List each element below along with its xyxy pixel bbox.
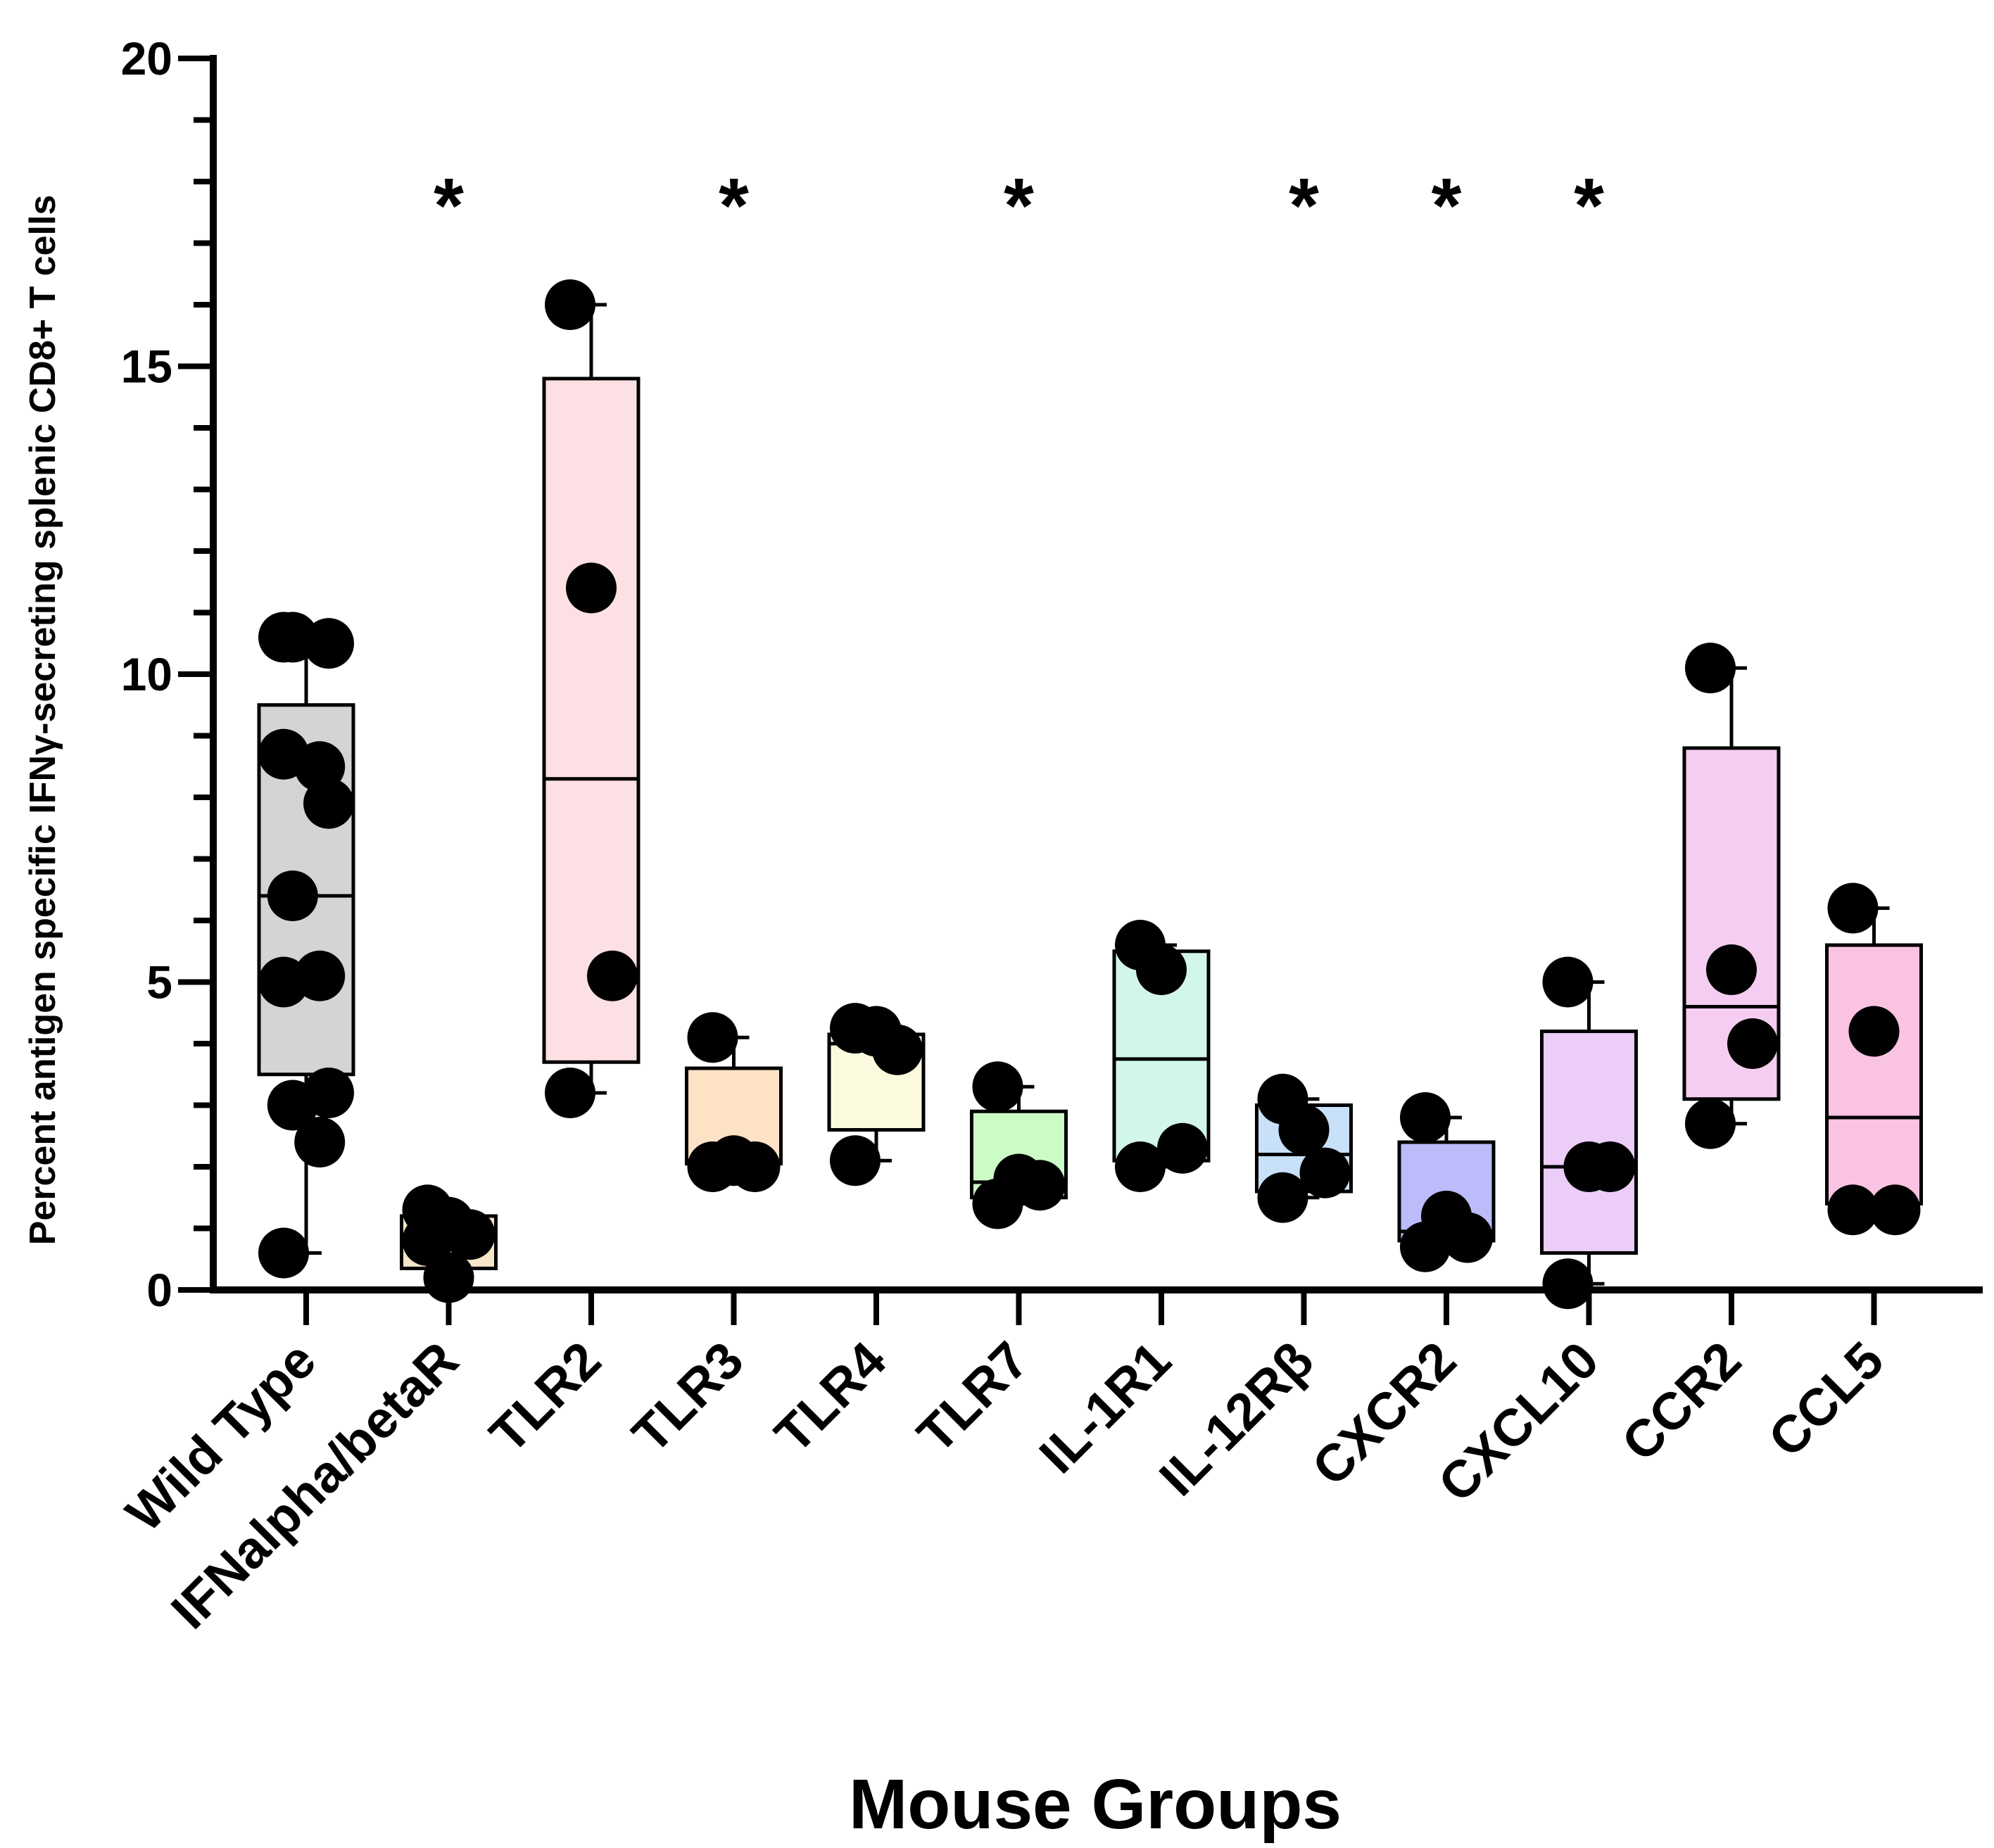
data-point-ccl5: [1869, 1184, 1921, 1236]
category-label-tlr4: TLR4: [764, 1331, 897, 1464]
data-point-tlr3: [687, 1141, 738, 1192]
data-point-wild-type: [258, 728, 309, 780]
data-point-ccr2: [1685, 1098, 1736, 1149]
data-point-wild-type: [267, 871, 318, 921]
significance-star-cxcr2: *: [1432, 163, 1462, 249]
data-point-wild-type: [267, 612, 318, 663]
data-point-il-1r1: [1136, 944, 1187, 995]
data-point-tlr7: [972, 1178, 1023, 1229]
box-tlr2: [542, 376, 641, 1064]
significance-star-cxcl10: *: [1574, 163, 1604, 249]
significance-star-ifnalpha-betar: *: [434, 163, 464, 249]
data-point-ccl5: [1827, 882, 1879, 934]
data-point-il-1r1: [1157, 1122, 1208, 1174]
y-tick-label: 5: [146, 956, 172, 1008]
data-point-tlr4: [830, 1135, 881, 1186]
data-point-ccl5: [1827, 1184, 1879, 1236]
x-axis-title: Mouse Groups: [849, 1765, 1342, 1844]
data-point-tlr3: [687, 1012, 738, 1063]
data-point-tlr2: [545, 279, 595, 330]
category-label-ccl5: CCL5: [1757, 1331, 1894, 1468]
data-point-cxcr2: [1400, 1221, 1451, 1272]
data-point-cxcl10: [1542, 956, 1594, 1008]
data-point-ifnalpha-betar: [444, 1209, 496, 1260]
data-point-tlr2: [566, 562, 617, 614]
significance-star-tlr7: *: [1004, 163, 1034, 249]
data-point-tlr3: [729, 1141, 781, 1192]
significance-star-tlr3: *: [719, 163, 749, 249]
data-point-tlr7: [972, 1061, 1023, 1113]
data-point-ccr2: [1727, 1018, 1778, 1069]
data-point-cxcr2: [1400, 1092, 1451, 1143]
category-label-ccr2: CCR2: [1610, 1331, 1752, 1472]
box-ccl5: [1825, 943, 1923, 1205]
data-point-cxcl10: [1542, 1258, 1594, 1310]
significance-star-il-12r: *: [1289, 163, 1319, 249]
category-label-tlr2: TLR2: [479, 1331, 612, 1464]
category-label-cxcl10: CXCL10: [1427, 1331, 1609, 1513]
data-point-ifnalpha-betar: [402, 1215, 453, 1266]
data-point-ccl5: [1848, 1006, 1900, 1057]
data-point-wild-type: [267, 1080, 318, 1131]
y-axis-title: Percent antigen specific IFNγ-secreting …: [23, 195, 63, 1246]
category-label-il-12r: IL-12Rβ: [1148, 1331, 1325, 1507]
data-point-tlr7: [1014, 1160, 1066, 1211]
category-label-tlr7: TLR7: [906, 1331, 1040, 1464]
data-point-tlr2: [545, 1068, 595, 1118]
data-point-il-12r: [1257, 1172, 1308, 1223]
data-point-cxcr2: [1442, 1212, 1493, 1263]
data-point-wild-type: [258, 956, 309, 1008]
category-label-tlr3: TLR3: [621, 1331, 755, 1464]
y-tick-label: 10: [121, 648, 172, 700]
y-tick-label: 15: [121, 341, 172, 393]
data-point-ccr2: [1706, 944, 1757, 995]
data-point-cxcl10: [1584, 1141, 1636, 1192]
data-point-ccr2: [1685, 643, 1736, 694]
data-point-ifnalpha-betar: [423, 1252, 474, 1303]
data-point-wild-type: [258, 1227, 309, 1279]
data-point-wild-type: [303, 778, 354, 829]
data-point-il-1r1: [1115, 1141, 1166, 1192]
data-point-il-12r: [1278, 1104, 1330, 1156]
y-tick-label: 0: [146, 1264, 172, 1316]
y-tick-label: 20: [121, 32, 172, 84]
data-point-wild-type: [294, 1117, 346, 1167]
data-point-tlr2: [587, 950, 638, 1001]
data-point-tlr4: [872, 1024, 923, 1075]
data-point-il-12r: [1299, 1147, 1351, 1198]
